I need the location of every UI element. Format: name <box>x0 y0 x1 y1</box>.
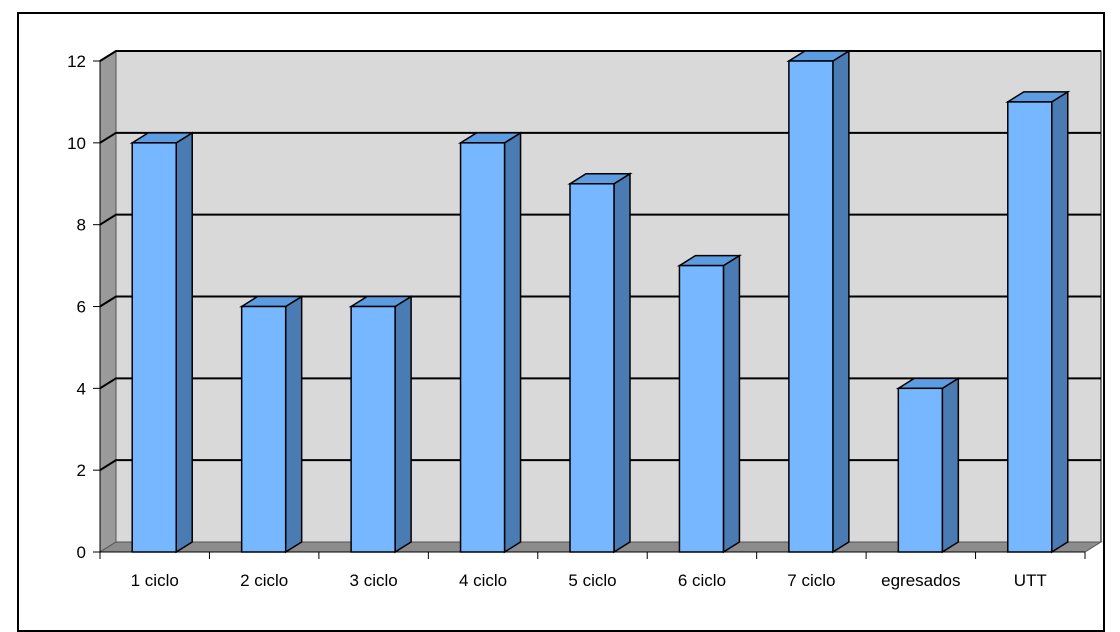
y-tick-label: 0 <box>77 543 86 562</box>
x-tick-label: egresados <box>881 571 960 590</box>
bar-side <box>613 172 631 554</box>
bar-front <box>131 142 177 553</box>
bar-side <box>1051 90 1069 554</box>
bar <box>895 376 961 554</box>
bar <box>348 295 414 554</box>
bar <box>786 49 852 554</box>
bar-side <box>175 131 193 554</box>
y-tick-label: 10 <box>67 134 86 153</box>
bar-side <box>284 295 303 554</box>
x-tick-label: 6 ciclo <box>678 571 726 590</box>
bar-front <box>897 387 944 553</box>
gridline <box>99 131 1101 144</box>
bar <box>567 172 633 554</box>
bar <box>129 131 195 554</box>
bar-front <box>459 142 506 553</box>
x-tick-label: UTT <box>1014 571 1047 590</box>
x-tick-label: 2 ciclo <box>240 571 288 590</box>
gridline <box>99 213 1101 226</box>
bar-front <box>569 183 615 553</box>
y-axis: 0 2 4 6 8 10 12 <box>67 52 101 562</box>
y-tick-label: 4 <box>77 379 86 398</box>
x-tick-label: 4 ciclo <box>459 571 507 590</box>
y-tick-label: 12 <box>67 52 86 71</box>
gridline <box>99 50 1101 62</box>
x-axis: 1 ciclo 2 ciclo 3 ciclo 4 ciclo 5 ciclo 6 cic… <box>99 551 1086 590</box>
gridline <box>99 295 1101 308</box>
gridline <box>99 377 1101 390</box>
gridline <box>99 459 1101 472</box>
bar-front <box>350 305 396 553</box>
bar-side <box>394 295 412 554</box>
bar <box>239 295 305 554</box>
bar-side <box>941 376 960 554</box>
x-tick-label: 5 ciclo <box>568 571 616 590</box>
x-tick-label: 7 ciclo <box>787 571 835 590</box>
bar-side <box>832 49 850 554</box>
bar-side <box>722 254 741 554</box>
y-tick-label: 2 <box>77 461 86 480</box>
gridlines <box>99 50 1101 472</box>
bar <box>457 131 524 554</box>
y-tick-label: 8 <box>77 216 86 235</box>
bar <box>676 254 743 554</box>
y-tick-label: 6 <box>77 298 86 317</box>
bar-front <box>788 60 834 553</box>
bar-front <box>678 264 725 553</box>
bar-front <box>240 305 287 553</box>
bar-side <box>503 131 522 554</box>
bars <box>129 49 1071 554</box>
bar-front <box>1007 101 1053 553</box>
x-tick-label: 1 ciclo <box>131 571 179 590</box>
bar <box>1005 90 1071 554</box>
x-tick-label: 3 ciclo <box>350 571 398 590</box>
